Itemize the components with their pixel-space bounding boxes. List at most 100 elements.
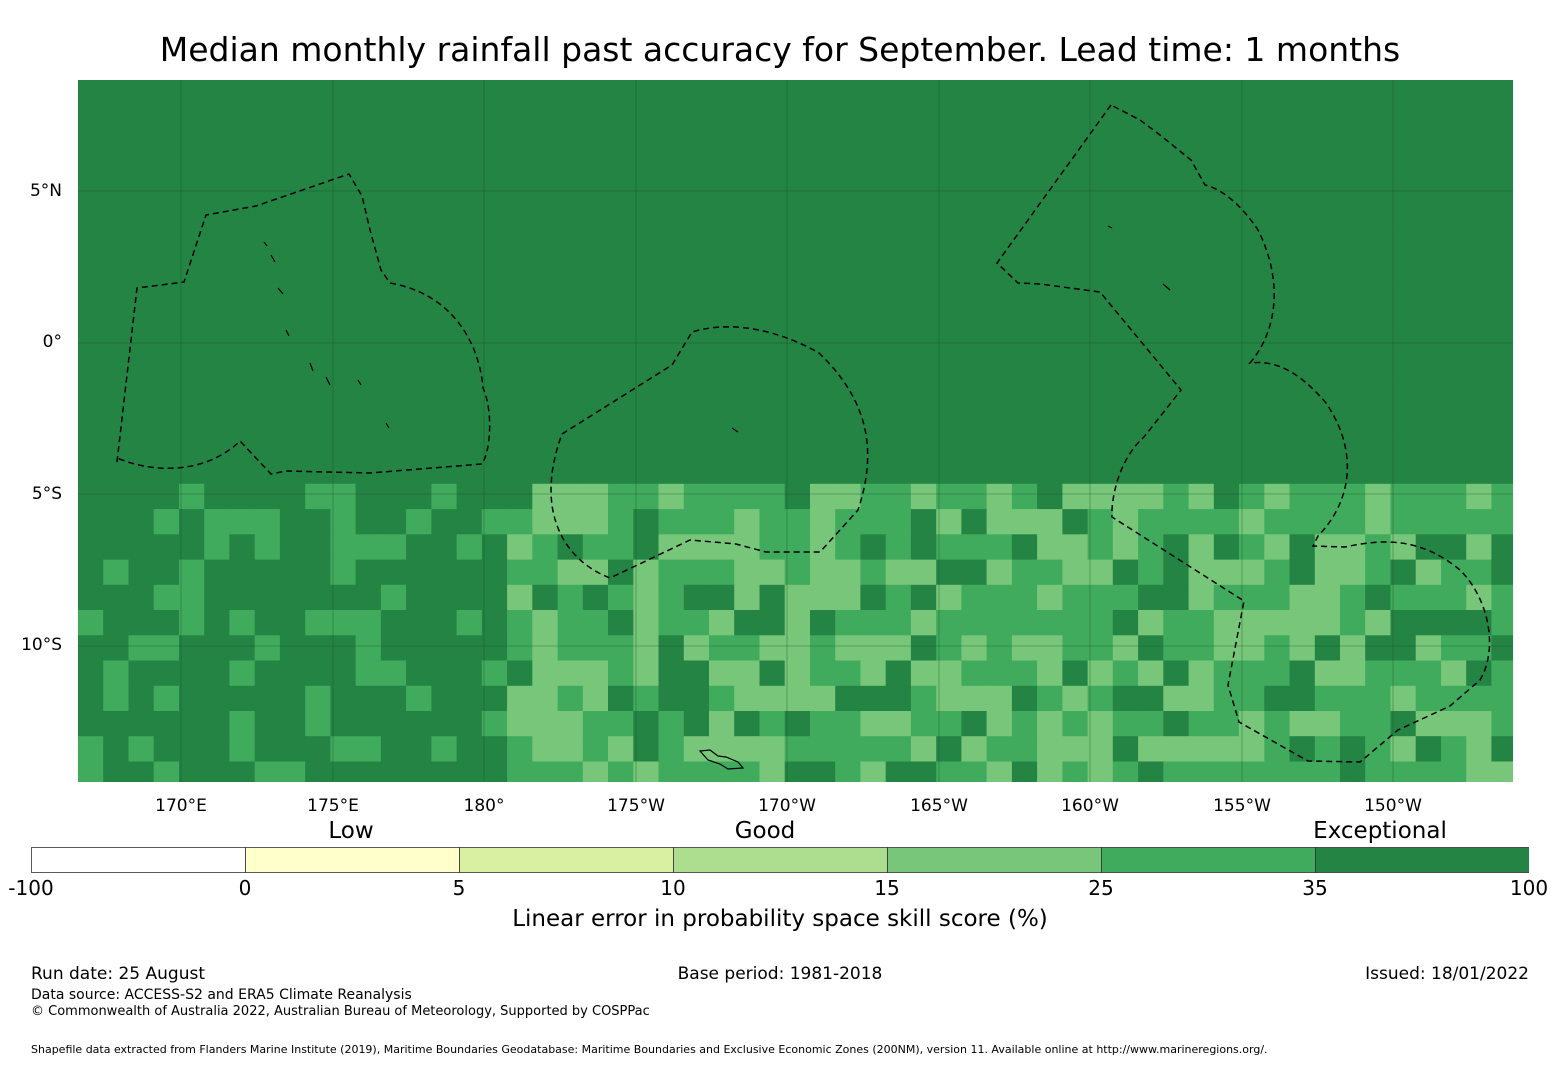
grid-cell [1037, 332, 1063, 359]
grid-cell [204, 635, 230, 662]
grid-cell [961, 256, 988, 283]
grid-cell [759, 357, 786, 384]
grid-cell [406, 458, 432, 485]
grid-cell [734, 610, 760, 636]
grid-cell [1138, 181, 1164, 207]
grid-cell [1011, 711, 1038, 737]
grid-cell [204, 181, 230, 207]
grid-cell [1112, 332, 1139, 359]
grid-cell [406, 483, 432, 510]
grid-cell [885, 584, 912, 611]
grid-cell [860, 458, 887, 485]
grid-cell [709, 711, 735, 737]
grid-cell [1390, 534, 1417, 561]
grid-cell [380, 660, 407, 687]
grid-cell [986, 105, 1013, 131]
grid-cell [1163, 711, 1190, 737]
grid-cell [1289, 685, 1316, 712]
grid-cell [532, 130, 559, 157]
grid-cell [734, 382, 760, 409]
grid-cell [1037, 711, 1063, 737]
grid-cell [986, 256, 1013, 283]
grid-cell [128, 181, 155, 207]
grid-cell [1289, 307, 1316, 333]
grid-cell [355, 433, 382, 460]
grid-cell [103, 206, 129, 232]
grid-cell [835, 584, 861, 611]
grid-cell [961, 181, 988, 207]
grid-cell [431, 307, 458, 333]
grid-cell [1314, 736, 1341, 762]
grid-cell [936, 584, 962, 611]
grid-cell [1239, 483, 1265, 510]
grid-cell [1491, 231, 1513, 258]
grid-cell [103, 711, 129, 737]
colorbar-segment [31, 847, 246, 873]
grid-cell [1037, 559, 1063, 586]
grid-cell [986, 307, 1013, 333]
grid-cell [910, 206, 937, 232]
grid-cell [936, 281, 962, 308]
grid-cell [557, 231, 584, 258]
grid-cell [1466, 155, 1492, 182]
grid-cell [1390, 660, 1417, 687]
grid-cell [78, 610, 104, 636]
grid-cell [1264, 635, 1291, 662]
grid-cell [709, 483, 735, 510]
grid-cell [355, 307, 382, 333]
grid-cell [507, 105, 533, 131]
grid-cell [810, 307, 836, 333]
grid-cell [1289, 534, 1316, 561]
grid-cell [734, 256, 760, 283]
grid-cell [1415, 382, 1442, 409]
grid-cell [1466, 206, 1492, 232]
grid-cell [229, 357, 256, 384]
grid-cell [910, 130, 937, 157]
grid-cell [1340, 685, 1366, 712]
grid-cell [683, 534, 710, 561]
grid-cell [481, 761, 508, 782]
grid-cell [683, 509, 710, 535]
grid-cell [608, 332, 634, 359]
grid-cell [1390, 231, 1417, 258]
grid-cell [557, 357, 584, 384]
grid-cell [633, 635, 660, 662]
grid-cell [961, 408, 988, 434]
lat-label-10s: 10°S [21, 635, 62, 655]
grid-cell [1239, 181, 1265, 207]
grid-cell [1188, 307, 1215, 333]
grid-cell [860, 559, 887, 586]
grid-cell [1314, 231, 1341, 258]
grid-cell [557, 559, 584, 586]
grid-cell [380, 130, 407, 157]
grid-cell [936, 711, 962, 737]
grid-cell [1213, 130, 1240, 157]
grid-cell [557, 761, 584, 782]
grid-cell [1415, 433, 1442, 460]
grid-cell [1365, 155, 1391, 182]
grid-cell [481, 660, 508, 687]
grid-cell [1062, 181, 1089, 207]
grid-cell [481, 80, 508, 106]
grid-cell [204, 433, 230, 460]
grid-cell [254, 761, 281, 782]
grid-cell [330, 256, 357, 283]
grid-cell [910, 231, 937, 258]
grid-cell [1138, 281, 1164, 308]
grid-cell [658, 181, 685, 207]
grid-cell [683, 105, 710, 131]
grid-cell [658, 256, 685, 283]
grid-cell [153, 382, 180, 409]
grid-cell [608, 408, 634, 434]
grid-cell [179, 80, 205, 106]
grid-cell [1163, 307, 1190, 333]
grid-cell [229, 584, 256, 611]
grid-cell [78, 408, 104, 434]
grid-cell [936, 332, 962, 359]
grid-cell [355, 382, 382, 409]
grid-cell [1163, 635, 1190, 662]
grid-cell [1441, 635, 1467, 662]
grid-cell [1188, 458, 1215, 485]
grid-cell [1390, 155, 1417, 182]
grid-cell [608, 105, 634, 131]
